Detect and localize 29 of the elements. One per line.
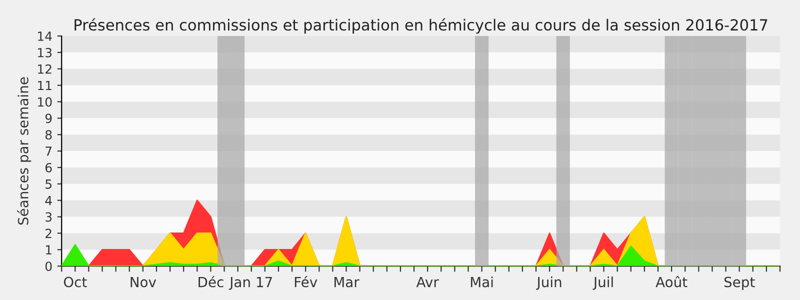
y-tick-label: 3 xyxy=(46,212,52,222)
x-tick-label: Juin xyxy=(536,276,562,290)
y-tick-label: 8 xyxy=(45,130,52,140)
x-tick-label: Fév xyxy=(294,276,318,288)
y-tick-label: 12 xyxy=(38,64,52,74)
chart-title: Présences en commissions et participation en hémicycle au cours de la session 2016-2017 xyxy=(74,18,768,34)
y-tick-label: 0 xyxy=(45,262,52,272)
y-tick-label: 6 xyxy=(45,162,52,172)
x-tick-label: Déc xyxy=(198,276,224,288)
y-tick-label: 10 xyxy=(38,97,52,107)
x-tick-label: Mar xyxy=(334,276,360,288)
y-tick-label: 11 xyxy=(38,80,52,90)
x-tick-label: Août xyxy=(656,276,688,288)
x-tick-label: Nov xyxy=(130,276,156,288)
y-tick-label: 1 xyxy=(46,245,52,254)
x-tick-label: Sept xyxy=(724,276,755,290)
y-tick-label: 4 xyxy=(45,196,52,206)
x-tick-label: Juil xyxy=(592,276,613,290)
y-tick-label: 2 xyxy=(46,228,52,238)
y-tick-label: 5 xyxy=(46,180,52,189)
y-tick-label: 14 xyxy=(38,32,52,41)
x-tick-label: Avr xyxy=(416,276,439,288)
x-tick-label: Oct xyxy=(64,276,87,288)
x-tick-label: Jan 17 xyxy=(228,276,272,290)
y-tick-label: 13 xyxy=(38,48,52,58)
y-tick-label: 9 xyxy=(45,114,52,124)
y-tick-label: 7 xyxy=(46,146,52,156)
y-axis-title: Séances par semaine xyxy=(17,77,32,225)
x-tick-label: Mai xyxy=(470,276,493,288)
